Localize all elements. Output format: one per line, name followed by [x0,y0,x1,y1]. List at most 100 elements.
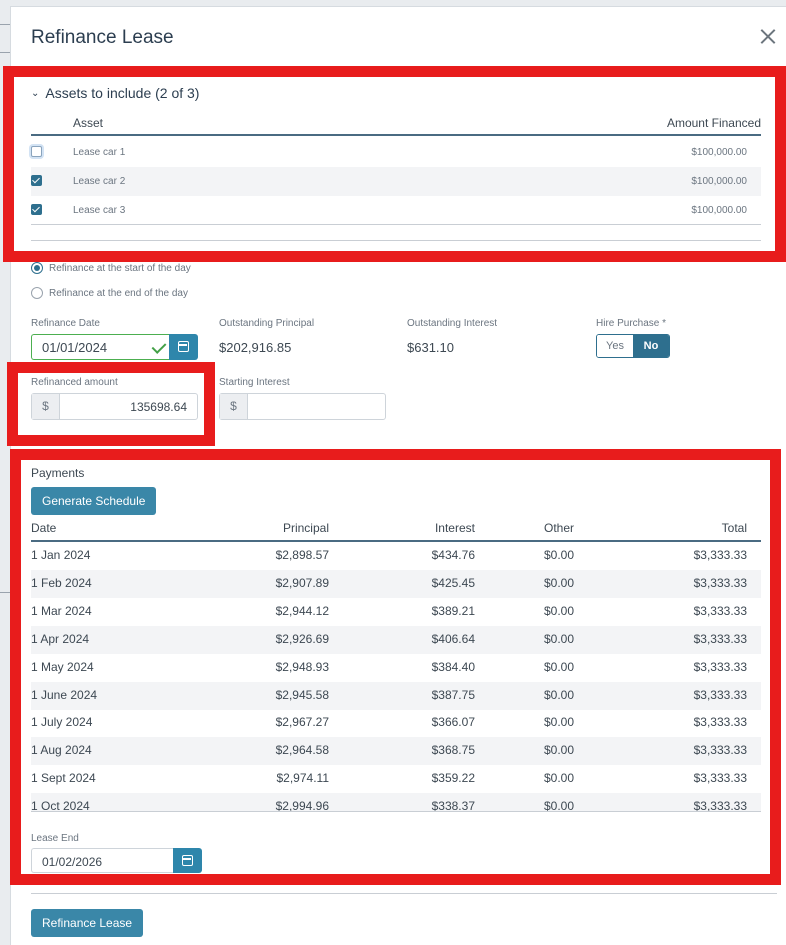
asset-checkbox[interactable] [31,146,42,157]
table-row: 1 Mar 2024 $2,944.12 $389.21 $0.00 $3,33… [31,598,761,626]
payment-date: 1 May 2024 [31,660,94,674]
divider [31,893,777,894]
background-edge [0,24,12,25]
asset-amount: $100,000.00 [691,147,747,158]
refinance-date-input[interactable]: 01/01/2024 [31,334,169,360]
refinanced-amount-label: Refinanced amount [31,377,118,388]
radio-label: Refinance at the end of the day [49,287,188,299]
refinance-date-calendar-button[interactable] [169,334,198,360]
asset-name: Lease car 2 [73,176,126,187]
payment-principal: $2,964.58 [275,743,329,757]
payment-total: $3,333.33 [693,660,747,674]
refinanced-amount-field: $ 135698.64 [31,393,198,420]
table-row: 1 Apr 2024 $2,926.69 $406.64 $0.00 $3,33… [31,626,761,654]
hire-purchase-yes[interactable]: Yes [597,335,633,357]
payment-interest: $425.45 [431,576,475,590]
refinance-date-value: 01/01/2024 [42,340,108,355]
asset-amount: $100,000.00 [691,205,747,216]
payment-principal: $2,994.96 [275,799,329,811]
payment-principal: $2,948.93 [275,660,329,674]
starting-interest-input[interactable] [248,394,385,419]
divider [31,224,761,225]
asset-row: Lease car 2 $100,000.00 [31,167,761,196]
payment-interest: $406.64 [431,632,475,646]
chevron-down-icon: ⌄ [31,87,40,99]
table-row: 1 June 2024 $2,945.58 $387.75 $0.00 $3,3… [31,682,761,710]
outstanding-interest-label: Outstanding Interest [407,318,498,329]
close-icon[interactable] [758,27,778,47]
payment-interest: $434.76 [431,548,475,562]
col-interest: Interest [434,521,475,535]
assets-toggle[interactable]: ⌄ Assets to include (2 of 3) [31,85,199,101]
payment-date: 1 June 2024 [31,688,98,702]
col-total: Total [721,521,747,535]
radio-unselected-icon [31,287,43,299]
payment-date: 1 Oct 2024 [31,799,90,811]
asset-row: Lease car 1 $100,000.00 [31,138,761,167]
radio-refinance-start[interactable]: Refinance at the start of the day [31,262,191,274]
payment-interest: $387.75 [431,688,475,702]
payment-other: $0.00 [544,604,575,618]
radio-refinance-end[interactable]: Refinance at the end of the day [31,287,188,299]
payment-other: $0.00 [544,688,575,702]
payment-total: $3,333.33 [693,799,747,811]
calendar-icon [182,855,193,866]
generate-schedule-button[interactable]: Generate Schedule [31,487,157,515]
payment-other: $0.00 [544,743,575,757]
payment-principal: $2,945.58 [275,688,329,702]
col-amount-financed: Amount Financed [666,116,761,130]
payment-date: 1 July 2024 [31,715,93,729]
hire-purchase-toggle: Yes No [596,334,670,358]
asset-checkbox[interactable] [31,204,42,215]
payment-interest: $359.22 [431,771,475,785]
lease-end-calendar-button[interactable] [173,848,202,873]
col-date: Date [31,521,57,535]
payment-principal: $2,926.69 [275,632,329,646]
payment-interest: $368.75 [431,743,475,757]
assets-heading: Assets to include (2 of 3) [45,85,200,101]
starting-interest-label: Starting Interest [219,377,290,388]
payment-total: $3,333.33 [693,632,747,646]
divider [31,811,761,812]
payment-total: $3,333.33 [693,604,747,618]
starting-interest-field: $ [219,393,386,420]
asset-amount: $100,000.00 [691,176,747,187]
asset-checkbox[interactable] [31,175,42,186]
background-edge [0,592,12,593]
payment-date: 1 Mar 2024 [31,604,92,618]
modal-title: Refinance Lease [31,27,174,48]
payment-principal: $2,974.11 [276,771,330,785]
table-row: 1 Oct 2024 $2,994.96 $338.37 $0.00 $3,33… [31,793,761,811]
payment-principal: $2,907.89 [275,576,329,590]
outstanding-principal-label: Outstanding Principal [219,318,315,329]
radio-label: Refinance at the start of the day [49,262,191,274]
payment-interest: $389.21 [431,604,475,618]
asset-row: Lease car 3 $100,000.00 [31,196,761,225]
payment-other: $0.00 [544,632,575,646]
payment-other: $0.00 [544,660,575,674]
lease-end-input[interactable]: 01/02/2026 [31,848,173,873]
outstanding-principal-value: $202,916.85 [219,340,292,355]
payment-other: $0.00 [544,771,575,785]
table-row: 1 Jan 2024 $2,898.57 $434.76 $0.00 $3,33… [31,542,761,570]
payment-total: $3,333.33 [693,771,747,785]
table-row: 1 Feb 2024 $2,907.89 $425.45 $0.00 $3,33… [31,570,761,598]
refinance-lease-button[interactable]: Refinance Lease [31,909,144,937]
payment-interest: $338.37 [431,799,475,811]
payments-table-body[interactable]: 1 Jan 2024 $2,898.57 $434.76 $0.00 $3,33… [31,542,761,811]
payment-total: $3,333.33 [693,548,747,562]
background-edge [0,52,12,53]
payment-total: $3,333.33 [693,688,747,702]
payment-total: $3,333.33 [693,743,747,757]
asset-name: Lease car 1 [73,147,126,158]
table-row: 1 May 2024 $2,948.93 $384.40 $0.00 $3,33… [31,654,761,682]
lease-end-value: 01/02/2026 [42,855,103,869]
payment-date: 1 Apr 2024 [31,632,90,646]
refinanced-amount-input[interactable]: 135698.64 [130,400,187,414]
assets-table-header: Asset Amount Financed [31,115,761,136]
hire-purchase-no[interactable]: No [633,335,669,357]
payment-date: 1 Sept 2024 [31,771,96,785]
divider [31,240,761,241]
hire-purchase-label: Hire Purchase * [596,318,667,329]
